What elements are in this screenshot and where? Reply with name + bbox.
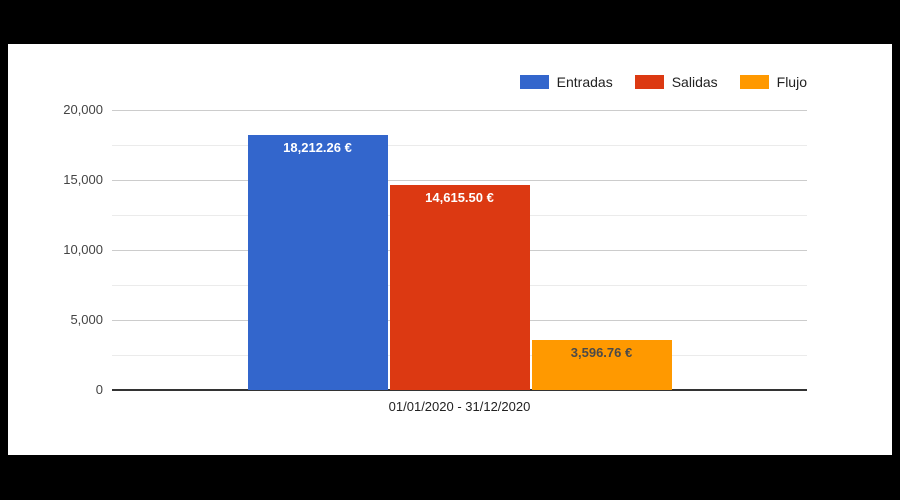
legend-item-flujo[interactable]: Flujo xyxy=(739,74,807,90)
x-axis-baseline xyxy=(112,389,807,391)
chart-panel: Entradas Salidas Flujo 0 5,000 10,000 15,000 2… xyxy=(8,44,892,455)
major-gridline xyxy=(112,180,807,181)
legend-swatch-icon xyxy=(739,75,769,89)
legend-item-salidas[interactable]: Salidas xyxy=(634,74,718,90)
y-axis-tick-label: 5,000 xyxy=(70,312,103,327)
bar-value-label: 3,596.76 € xyxy=(570,344,633,360)
bar-salidas[interactable] xyxy=(389,185,530,390)
major-gridline xyxy=(112,110,807,111)
legend-label: Flujo xyxy=(776,74,807,90)
x-axis-category-label: 01/01/2020 - 31/12/2020 xyxy=(388,399,531,414)
y-axis-tick-label: 20,000 xyxy=(63,102,103,117)
chart-legend: Entradas Salidas Flujo xyxy=(519,74,807,90)
legend-label: Salidas xyxy=(671,74,718,90)
y-axis-tick-label: 15,000 xyxy=(63,172,103,187)
y-axis-tick-label: 0 xyxy=(95,382,103,397)
legend-label: Entradas xyxy=(556,74,613,90)
legend-item-entradas[interactable]: Entradas xyxy=(519,74,613,90)
y-axis-tick-label: 10,000 xyxy=(63,242,103,257)
legend-swatch-icon xyxy=(634,75,664,89)
legend-swatch-icon xyxy=(519,75,549,89)
bar-value-label: 18,212.26 € xyxy=(283,140,352,156)
bar-flujo[interactable] xyxy=(531,339,672,390)
plot-area: 0 5,000 10,000 15,000 20,000 18,212.26 € 14,61… xyxy=(8,44,892,455)
minor-gridline xyxy=(112,145,807,146)
bar-value-label: 14,615.50 € xyxy=(425,190,494,206)
bar-entradas[interactable] xyxy=(247,135,388,390)
